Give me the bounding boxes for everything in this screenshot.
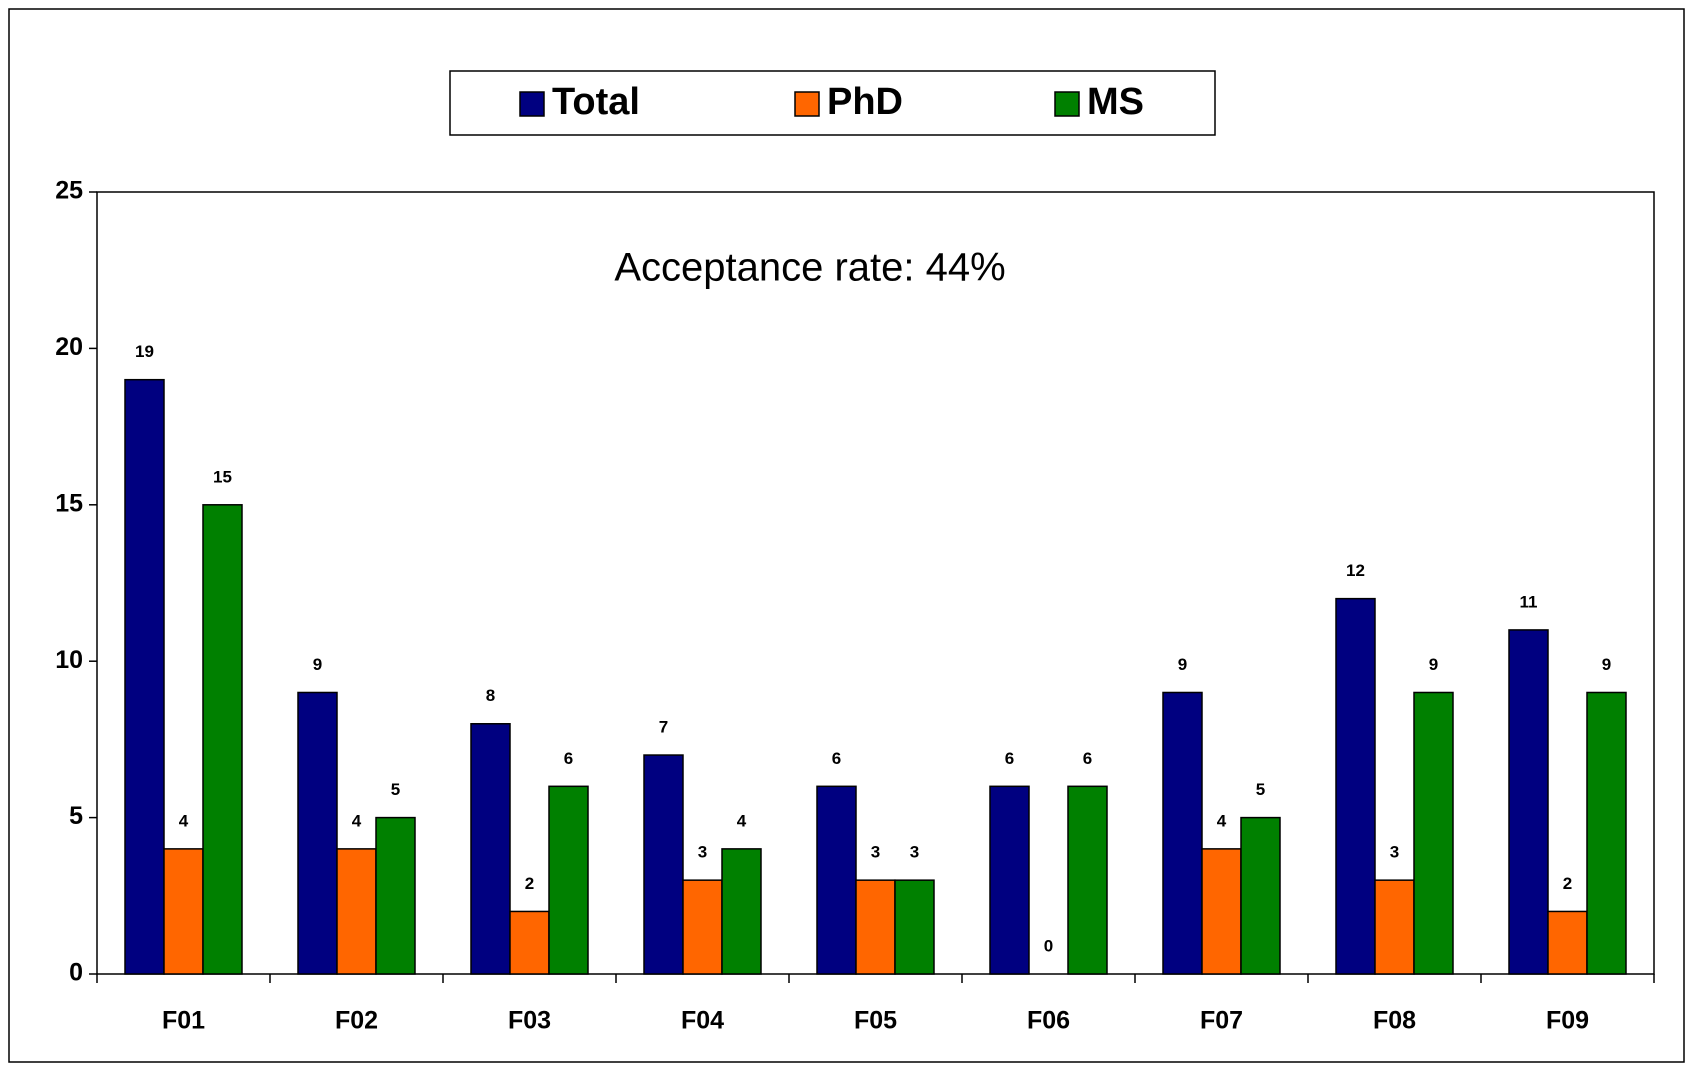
bar (1067, 785, 1108, 975)
data-label: 3 (871, 843, 880, 862)
data-label: 3 (910, 843, 919, 862)
data-label: 9 (1602, 655, 1611, 674)
x-tick-label: F06 (1027, 1007, 1070, 1035)
data-label: 4 (352, 811, 362, 830)
y-tick-label: 5 (69, 802, 83, 830)
bar (1201, 848, 1242, 975)
x-tick-label: F04 (681, 1007, 724, 1035)
bar (1240, 816, 1281, 975)
data-label: 6 (832, 749, 841, 768)
bar (1374, 879, 1415, 975)
bar (509, 910, 550, 975)
data-label: 6 (564, 749, 573, 768)
bar (855, 879, 896, 975)
data-label: 9 (1429, 655, 1438, 674)
bar (721, 848, 762, 975)
y-tick-label: 0 (69, 959, 83, 987)
bar (1508, 629, 1549, 975)
y-tick-label: 15 (55, 489, 83, 517)
data-label: 6 (1005, 749, 1014, 768)
data-label: 3 (698, 843, 707, 862)
x-tick-label: F08 (1373, 1007, 1416, 1035)
x-tick-label: F01 (162, 1007, 205, 1035)
data-label: 4 (737, 811, 747, 830)
x-tick-label: F05 (854, 1007, 897, 1035)
bar (124, 378, 165, 975)
annotation: Acceptance rate: 44% (614, 246, 1005, 290)
bar (816, 785, 857, 975)
data-label: 11 (1520, 592, 1538, 611)
bar (989, 785, 1030, 975)
bar (894, 879, 935, 975)
legend-label: PhD (827, 81, 903, 123)
data-label: 5 (1256, 780, 1265, 799)
data-label: 8 (486, 686, 495, 705)
bar (1335, 597, 1376, 975)
legend-swatch (1054, 91, 1080, 117)
data-label: 2 (525, 874, 534, 893)
y-tick-label: 10 (55, 646, 83, 674)
bar (643, 754, 684, 975)
data-label: 5 (391, 780, 400, 799)
bar (682, 879, 723, 975)
legend-swatch (794, 91, 820, 117)
legend-label: MS (1087, 81, 1144, 123)
data-label: 9 (313, 655, 322, 674)
data-label: 15 (213, 467, 232, 486)
legend-swatch (519, 91, 545, 117)
bar (163, 848, 204, 975)
data-label: 0 (1044, 936, 1053, 955)
bar (375, 816, 416, 975)
data-label: 4 (179, 811, 189, 830)
bar (1162, 691, 1203, 975)
bar (336, 848, 377, 975)
data-label: 6 (1083, 749, 1092, 768)
y-tick-label: 20 (55, 333, 83, 361)
legend-label: Total (552, 81, 640, 123)
x-tick-label: F07 (1200, 1007, 1243, 1035)
data-label: 7 (659, 718, 668, 737)
data-label: 2 (1563, 874, 1572, 893)
x-tick-label: F09 (1546, 1007, 1589, 1035)
bar (1413, 691, 1454, 975)
bar (470, 723, 511, 975)
bar (297, 691, 338, 975)
bar (1586, 691, 1627, 975)
data-label: 4 (1217, 811, 1227, 830)
data-label: 19 (135, 342, 154, 361)
bar (202, 504, 243, 975)
data-label: 12 (1346, 561, 1365, 580)
y-tick-label: 25 (55, 177, 83, 205)
x-tick-label: F02 (335, 1007, 378, 1035)
data-label: 9 (1178, 655, 1187, 674)
bar (1547, 910, 1588, 975)
x-tick-label: F03 (508, 1007, 551, 1035)
data-label: 3 (1390, 843, 1399, 862)
legend-box (449, 70, 1216, 136)
bar (548, 785, 589, 975)
